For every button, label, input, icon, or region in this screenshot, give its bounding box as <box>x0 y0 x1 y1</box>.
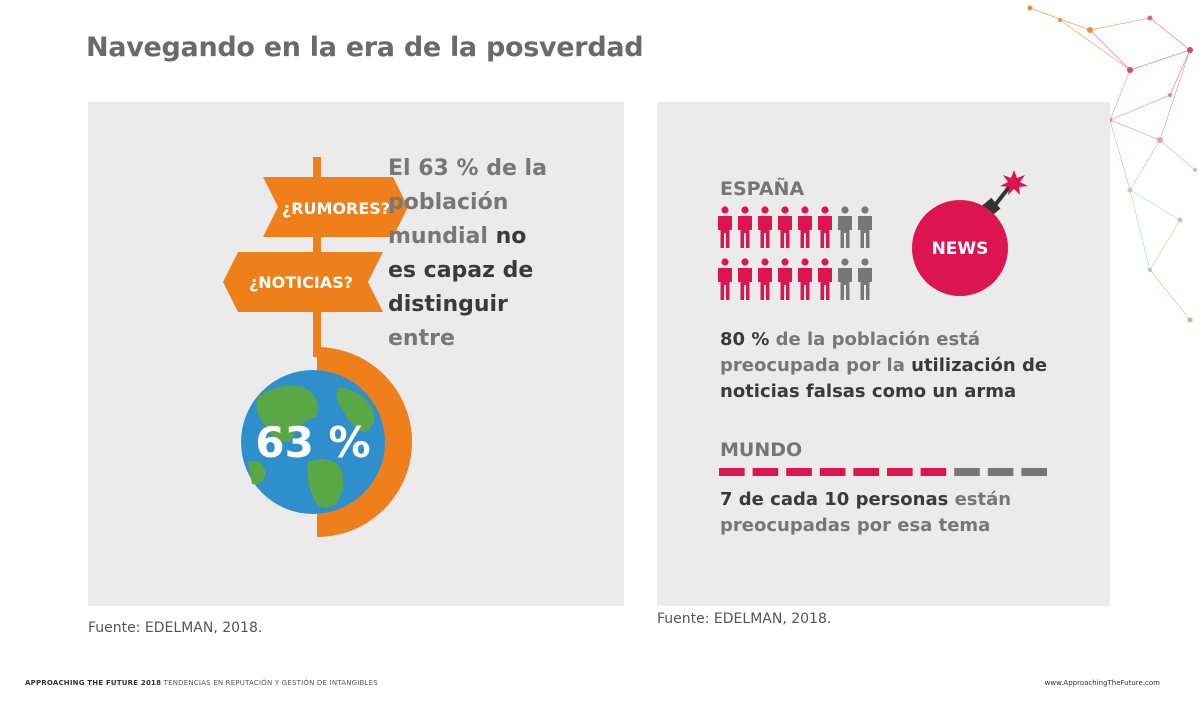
footer-brand: APPROACHING THE FUTURE 2018 <box>25 679 162 687</box>
person-icon <box>858 206 872 248</box>
dash-segment <box>853 468 879 476</box>
dash-segment <box>752 468 779 476</box>
people-grid <box>718 206 872 300</box>
network-decoration-icon <box>1027 5 1197 323</box>
spain-stat-part1: 80 % <box>720 329 770 350</box>
statement-line-3b: no <box>495 224 527 249</box>
spain-label: ESPAÑA <box>720 178 805 200</box>
person-icon <box>838 258 852 300</box>
person-icon <box>818 206 832 248</box>
world-label: MUNDO <box>720 439 803 461</box>
footer-url[interactable]: www.ApproachingTheFuture.com <box>1044 679 1160 687</box>
world-dash-bar <box>719 468 1047 476</box>
person-icon <box>798 258 812 300</box>
person-icon <box>718 206 732 248</box>
dash-segment <box>954 468 980 476</box>
statement-line-2: población <box>388 190 509 215</box>
person-icon <box>838 206 852 248</box>
person-icon <box>778 258 792 300</box>
spain-stat-part3: utilización de noticias falsas como un a… <box>720 355 1048 402</box>
dash-segment <box>719 468 745 476</box>
world-stat-part1: 7 de cada 10 personas <box>720 489 949 510</box>
dash-segment <box>887 468 913 476</box>
person-icon <box>718 258 732 300</box>
dash-segment <box>819 468 846 476</box>
person-icon <box>758 258 772 300</box>
world-stat-part2: están preocupadas por esa tema <box>720 489 1012 536</box>
person-icon <box>818 258 832 300</box>
statement-line-6: entre <box>388 326 455 351</box>
right-source: Fuente: EDELMAN, 2018. <box>657 611 832 627</box>
dash-segment <box>786 468 812 476</box>
person-icon <box>778 206 792 248</box>
dash-segment <box>1021 468 1047 476</box>
signpost-globe-illustration: ¿RUMORES? ¿NOTICIAS? 63 % <box>223 157 412 537</box>
globe-value: 63 % <box>255 418 370 467</box>
dash-segment <box>987 468 1014 476</box>
left-panel: ¿RUMORES? ¿NOTICIAS? 63 % El 63 % de la … <box>88 102 624 606</box>
signpost-icon: ¿RUMORES? ¿NOTICIAS? <box>223 177 408 312</box>
statement-line-5: distinguir <box>388 292 508 317</box>
sign-bottom-label: ¿NOTICIAS? <box>249 273 353 292</box>
person-icon <box>858 258 872 300</box>
bomb-icon: NEWS <box>912 170 1028 296</box>
spain-stat-part2: de la población está preocupada por la <box>720 329 980 376</box>
statement-line-4: es capaz de <box>388 258 534 283</box>
person-icon <box>758 206 772 248</box>
person-icon <box>738 206 752 248</box>
left-source: Fuente: EDELMAN, 2018. <box>88 620 263 636</box>
footer-left: APPROACHING THE FUTURE 2018 TENDENCIAS E… <box>25 679 378 687</box>
statement-line-3: mundial no <box>388 220 608 254</box>
right-panel: ESPAÑA NEWS 80 % de la población está pr… <box>657 102 1110 606</box>
page-title: Navegando en la era de la posverdad <box>86 32 644 63</box>
statement-line-3a: mundial <box>388 224 488 249</box>
person-icon <box>798 206 812 248</box>
sign-top-label: ¿RUMORES? <box>282 199 390 218</box>
left-statement: El 63 % de la población mundial no es ca… <box>388 152 608 356</box>
globe-icon: 63 % <box>241 370 385 514</box>
dash-segment <box>920 468 947 476</box>
news-label: NEWS <box>932 239 989 259</box>
person-icon <box>738 258 752 300</box>
spark-icon <box>1000 170 1028 195</box>
orange-arc <box>317 347 412 537</box>
world-statement: 7 de cada 10 personas están preocupadas … <box>720 487 1090 539</box>
statement-line-1: El 63 % de la <box>388 156 547 181</box>
spain-statement: 80 % de la población está preocupada por… <box>720 327 1090 405</box>
footer-subtitle: TENDENCIAS EN REPUTACIÓN Y GESTIÓN DE IN… <box>161 679 378 687</box>
